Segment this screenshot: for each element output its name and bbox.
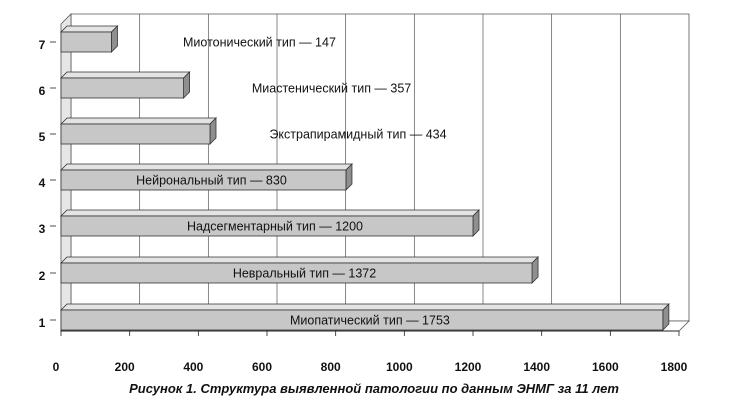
x-tick-label: 1200 [455,360,482,374]
data-label: Миопатический тип — 1753 [290,314,450,328]
bar-front-face [60,169,347,191]
bar-front-face [60,77,184,99]
bar [60,209,480,237]
bar [60,71,191,99]
x-tick-label: 200 [115,360,135,374]
chart-bars [60,25,670,331]
bar [60,256,540,284]
bar-front-face [60,309,664,331]
bar-top-face [60,163,353,171]
bar-top-face [60,256,540,264]
bar-front-face [60,31,112,53]
x-tick-label: 400 [183,360,203,374]
y-tick-label: 1 [39,316,46,330]
bar-front-face [60,215,474,237]
data-label: Миотонический тип — 147 [183,36,336,50]
x-tick-label: 800 [321,360,341,374]
data-label: Экстрапирамидный тип — 434 [269,128,446,142]
x-tick-label: 1800 [661,360,688,374]
y-tick-label: 2 [39,269,46,283]
bar-top-face [60,209,480,217]
bar-front-face [60,123,211,145]
figure-caption: Рисунок 1. Структура выявленной патологи… [129,381,619,396]
bar-top-face [60,71,191,79]
bar [60,163,353,191]
data-label: Нейрональный тип — 830 [136,174,287,188]
bar [60,303,670,331]
chart-data-labels: Миопатический тип — 1753 Невральный тип —… [136,36,450,328]
x-tick-label: 1400 [523,360,550,374]
y-tick-label: 4 [39,176,46,190]
y-axis-ticks: 1 2 3 4 5 6 7 [39,38,56,330]
data-label: Надсегментарный тип — 1200 [187,220,363,234]
x-tick-label: 0 [53,360,60,374]
y-tick-label: 6 [39,84,46,98]
bar-front-face [60,262,533,284]
y-tick-label: 5 [39,130,46,144]
x-tick-label: 1600 [592,360,619,374]
bar-top-face [60,117,217,125]
bar-chart-svg: Миопатический тип — 1753 Невральный тип —… [39,13,690,374]
bar [60,117,217,145]
data-label: Миастенический тип — 357 [252,82,411,96]
y-tick-label: 3 [39,222,46,236]
bar [60,25,119,53]
x-tick-label: 1000 [386,360,413,374]
data-label: Невральный тип — 1372 [233,267,376,281]
chart: Миопатический тип — 1753 Невральный тип —… [39,13,690,374]
bar-top-face [60,25,119,33]
y-tick-label: 7 [39,38,46,52]
bar-top-face [60,303,670,311]
x-tick-label: 600 [252,360,272,374]
x-axis-ticks: 0 200 400 600 800 1000 1200 1400 1600 1800 [53,360,688,374]
